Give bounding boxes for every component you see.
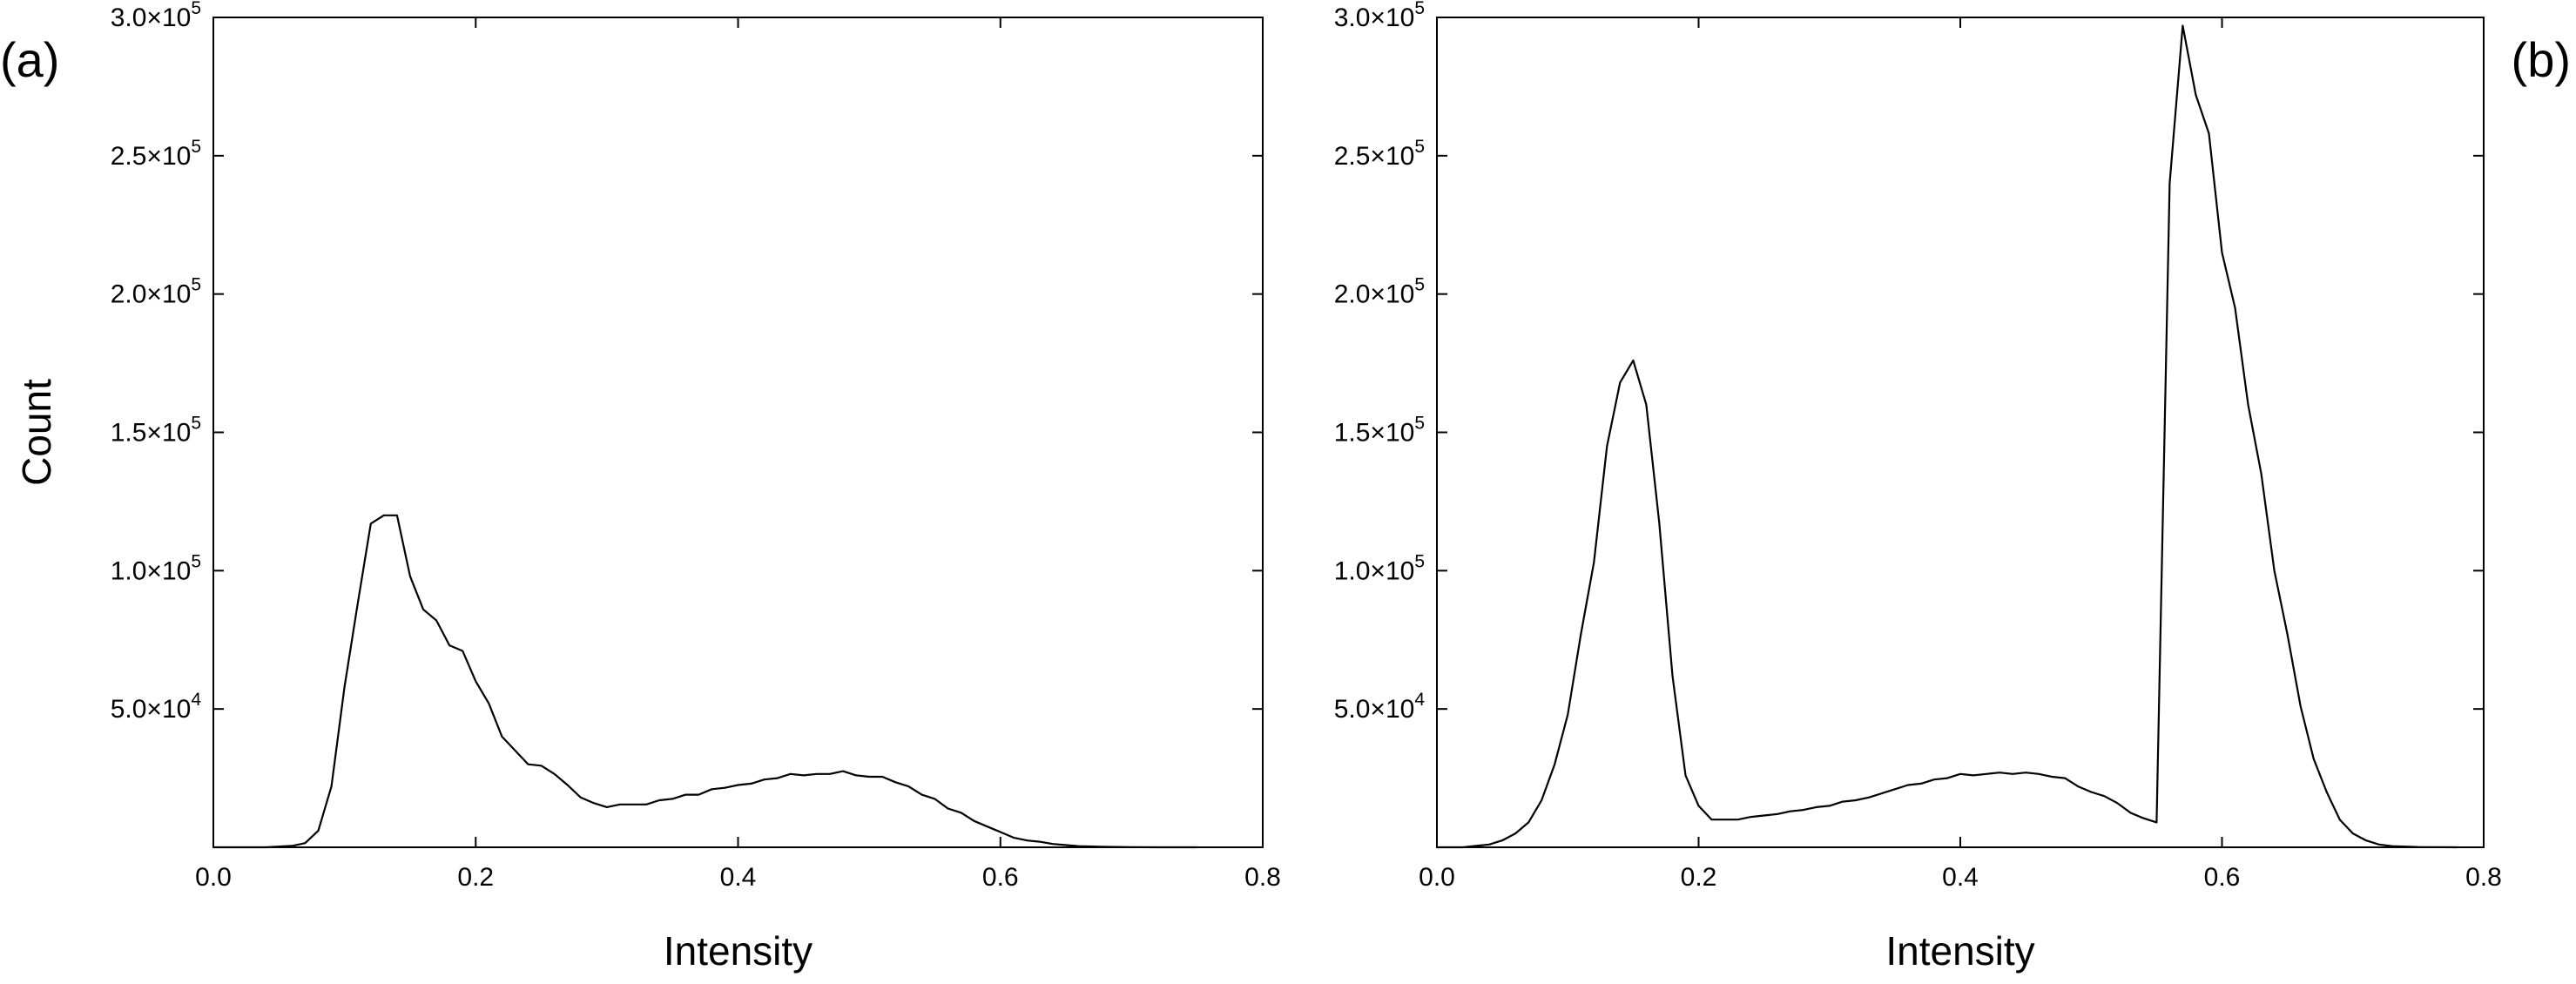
y-tick-mantissa: 1.0×10 — [1334, 556, 1415, 585]
y-tick-exponent: 5 — [1414, 551, 1425, 571]
y-tick-label: 5.0×104 — [111, 690, 202, 724]
y-tick-mantissa: 3.0×10 — [1334, 3, 1415, 32]
y-tick-mantissa: 1.5×10 — [111, 419, 192, 448]
x-tick-label: 0.8 — [2465, 863, 2502, 892]
plot-frame — [1436, 17, 2485, 848]
y-tick-label: 1.5×105 — [111, 414, 201, 448]
y-tick-mantissa: 1.0×10 — [111, 556, 192, 585]
x-tick-label: 0.8 — [1244, 863, 1281, 892]
y-tick-exponent: 5 — [1414, 414, 1425, 434]
y-tick-label: 5.0×104 — [1334, 690, 1426, 724]
y-tick-exponent: 5 — [191, 275, 201, 295]
x-tick-label: 0.4 — [720, 863, 757, 892]
y-tick-mantissa: 2.0×10 — [111, 280, 192, 309]
y-tick-mantissa: 5.0×10 — [1334, 695, 1415, 724]
y-tick-label: 1.0×105 — [111, 551, 201, 585]
y-tick-exponent: 5 — [1414, 137, 1425, 157]
y-tick-label: 3.0×105 — [111, 0, 201, 32]
x-tick-label: 0.2 — [457, 863, 494, 892]
y-tick-exponent: 5 — [191, 414, 201, 434]
y-tick-mantissa: 2.5×10 — [1334, 142, 1415, 171]
panel-b: 0.0 0.2 0.4 0.6 0.85.0×1041.0×1051.5×1052.0×… — [1334, 0, 2571, 974]
y-tick-exponent: 5 — [1414, 0, 1425, 18]
y-tick-label: 2.0×105 — [111, 275, 201, 309]
y-tick-label: 2.5×105 — [1334, 137, 1425, 171]
y-axis-title: Count — [14, 379, 59, 486]
y-tick-exponent: 4 — [191, 690, 201, 710]
panel-a: 0.0 0.2 0.4 0.6 0.85.0×1041.0×1051.5×1052.0×… — [0, 0, 1281, 974]
y-tick-mantissa: 3.0×10 — [111, 3, 192, 32]
x-axis-title: Intensity — [664, 928, 813, 974]
x-tick-label: 0.4 — [1942, 863, 1979, 892]
y-tick-mantissa: 2.5×10 — [111, 142, 192, 171]
y-tick-label: 2.0×105 — [1334, 275, 1425, 309]
y-tick-exponent: 5 — [191, 137, 201, 157]
plot-frame — [212, 17, 1264, 848]
panel-label: (a) — [0, 32, 59, 87]
y-tick-label: 3.0×105 — [1334, 0, 1425, 32]
x-tick-label: 0.0 — [195, 863, 232, 892]
x-tick-label: 0.0 — [1419, 863, 1455, 892]
histogram-line — [1437, 24, 2458, 849]
y-tick-exponent: 5 — [1414, 275, 1425, 295]
y-tick-label: 1.5×105 — [1334, 414, 1425, 448]
y-tick-label: 1.0×105 — [1334, 551, 1425, 585]
y-tick-exponent: 5 — [191, 551, 201, 571]
y-tick-exponent: 5 — [191, 0, 201, 18]
panel-label: (b) — [2512, 32, 2571, 87]
histogram-line — [213, 514, 1197, 849]
y-tick-mantissa: 2.0×10 — [1334, 280, 1415, 309]
x-tick-label: 0.6 — [2204, 863, 2241, 892]
x-axis-title: Intensity — [1885, 928, 2034, 974]
y-tick-label: 2.5×105 — [111, 137, 201, 171]
x-tick-label: 0.2 — [1681, 863, 1717, 892]
y-tick-mantissa: 1.5×10 — [1334, 419, 1415, 448]
y-tick-mantissa: 5.0×10 — [111, 695, 192, 724]
y-tick-exponent: 4 — [1414, 690, 1425, 710]
x-tick-label: 0.6 — [982, 863, 1019, 892]
